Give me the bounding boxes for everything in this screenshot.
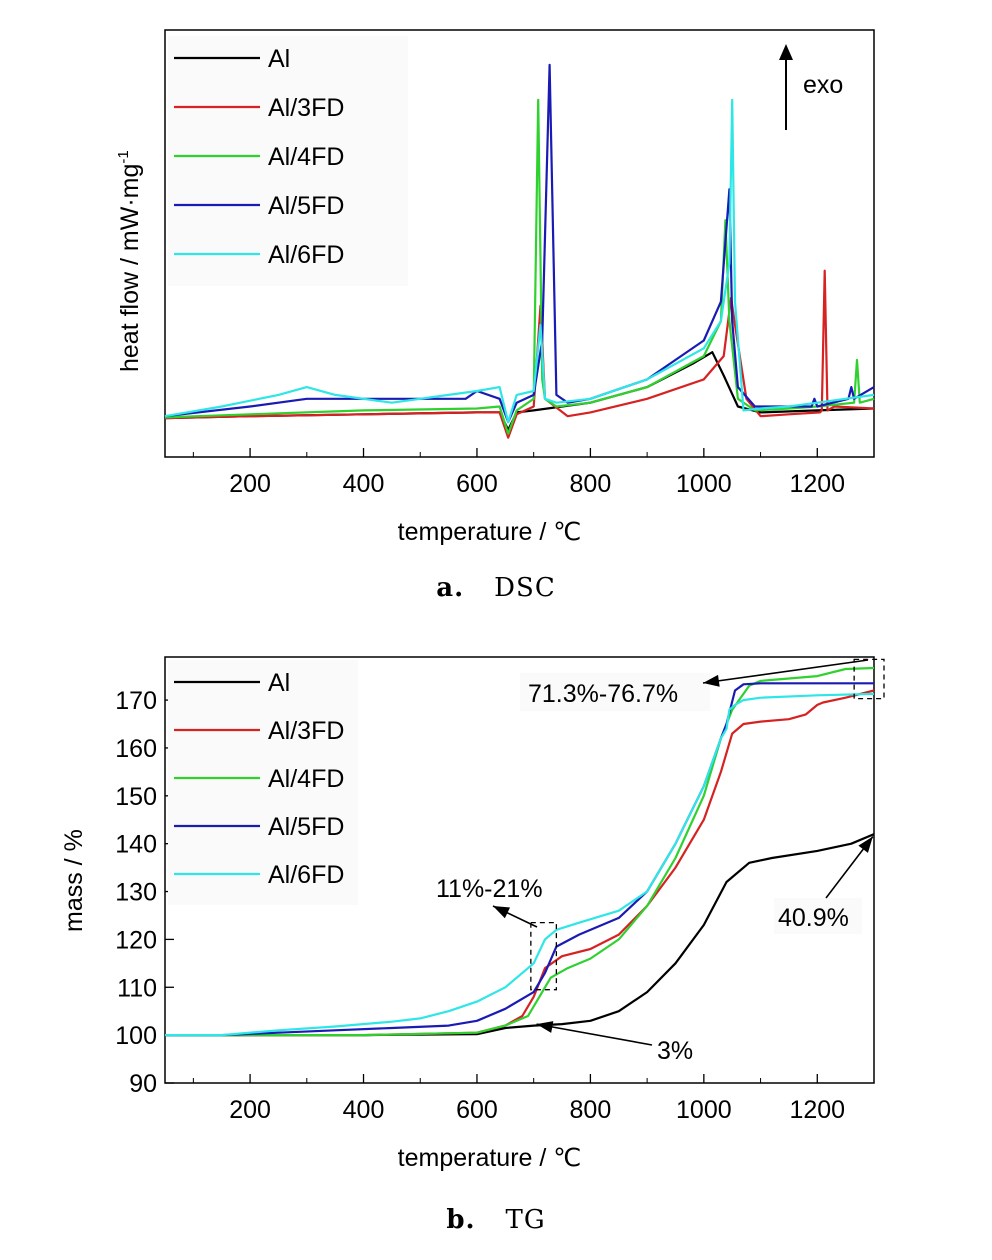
dsc-chart: 200 400 600 800 1000 1200 temperature / ℃ Al Al/… xyxy=(115,29,875,546)
tg-arrow-409-head xyxy=(858,836,873,853)
dsc-legend-label: Al xyxy=(268,45,290,73)
dsc-x-axis-label: temperature / ℃ xyxy=(398,518,582,546)
tg-legend-label: Al xyxy=(268,669,290,697)
tg-y-tick-label: 150 xyxy=(115,783,157,811)
tg-x-axis-label: temperature / ℃ xyxy=(398,1144,582,1172)
tg-x-tick-label: 1200 xyxy=(789,1096,845,1124)
dsc-x-tick-label: 200 xyxy=(229,470,271,498)
dsc-legend-label: Al/4FD xyxy=(268,143,344,171)
dsc-x-tick-label: 600 xyxy=(456,470,498,498)
tg-annotation-bg-final xyxy=(520,673,710,711)
dsc-plot-frame xyxy=(164,29,875,458)
tg-legend-box xyxy=(168,660,358,905)
tg-annotation-final: 71.3%-76.7% xyxy=(528,680,678,708)
dsc-panel: 200 400 600 800 1000 1200 temperature / ℃ Al Al/… xyxy=(0,29,992,603)
tg-box-mid xyxy=(530,922,558,991)
tg-annotation-bg-409 xyxy=(774,898,862,934)
tg-series-line xyxy=(165,833,875,1037)
tg-chart: 200 400 600 800 1000 1200 90 100 110 120 130 140 150… xyxy=(60,656,885,1172)
tg-x-tick-label: 1000 xyxy=(676,1096,732,1124)
tg-y-tick-label: 140 xyxy=(115,831,157,859)
tg-legend-label: Al/5FD xyxy=(268,813,344,841)
tg-x-tick-label: 400 xyxy=(343,1096,385,1124)
dsc-legend-label: Al/6FD xyxy=(268,241,344,269)
tg-y-tick-label: 90 xyxy=(129,1070,157,1098)
tg-y-tick-label: 170 xyxy=(115,687,157,715)
tg-legend-label: Al/4FD xyxy=(268,765,344,793)
tg-legend-label: Al/3FD xyxy=(268,717,344,745)
tg-y-tick-label: 110 xyxy=(117,974,157,1002)
tg-arrow-3pct-head xyxy=(536,1021,554,1033)
tg-caption-letter: b. xyxy=(446,1205,476,1235)
dsc-caption-letter: a. xyxy=(436,573,465,603)
dsc-caption: a. DSC xyxy=(0,573,992,603)
dsc-x-tick-label: 400 xyxy=(343,470,385,498)
tg-annotation-mid: 11%-21% xyxy=(436,875,543,903)
dsc-x-tick-label: 1200 xyxy=(789,470,845,498)
tg-annotation-409: 40.9% xyxy=(778,904,849,932)
tg-box-final xyxy=(853,658,885,700)
tg-x-tick-label: 200 xyxy=(229,1096,271,1124)
dsc-caption-text: DSC xyxy=(494,573,556,603)
tg-y-axis-label: mass / % xyxy=(60,829,88,932)
dsc-legend-label: Al/3FD xyxy=(268,94,344,122)
dsc-x-tick-label: 800 xyxy=(570,470,612,498)
tg-y-tick-label: 100 xyxy=(115,1022,157,1050)
dsc-legend-box xyxy=(168,36,408,286)
tg-series-line xyxy=(165,682,874,1037)
tg-arrow-mid-head xyxy=(493,906,511,919)
tg-legend-label: Al/6FD xyxy=(268,861,344,889)
tg-arrow-final-head xyxy=(703,674,720,687)
tg-caption: b. TG xyxy=(0,1205,992,1235)
dsc-y-axis-label: heat flow / mW·mg-1 xyxy=(115,150,144,372)
dsc-series-line xyxy=(164,269,875,439)
dsc-x-tick-label: 1000 xyxy=(676,470,732,498)
tg-y-tick-label: 160 xyxy=(115,735,157,763)
tg-caption-text: TG xyxy=(505,1205,546,1235)
exo-annotation: exo xyxy=(803,71,843,99)
dsc-series-line xyxy=(164,98,875,424)
tg-y-tick-label: 120 xyxy=(115,926,157,954)
tg-panel: 200 400 600 800 1000 1200 90 100 110 120 130 140 150… xyxy=(0,640,992,1260)
tg-arrow-3pct-line xyxy=(536,1023,653,1046)
exo-arrow-head xyxy=(779,44,793,60)
dsc-series-line xyxy=(164,351,875,431)
tg-annotation-3pct: 3% xyxy=(657,1037,693,1065)
tg-series-line xyxy=(165,692,875,1037)
tg-y-tick-label: 130 xyxy=(115,879,157,907)
tg-x-tick-label: 600 xyxy=(456,1096,498,1124)
tg-x-tick-label: 800 xyxy=(570,1096,612,1124)
tg-plot-frame xyxy=(164,656,875,1084)
dsc-legend-label: Al/5FD xyxy=(268,192,344,220)
tg-arrow-final-line xyxy=(702,659,869,684)
